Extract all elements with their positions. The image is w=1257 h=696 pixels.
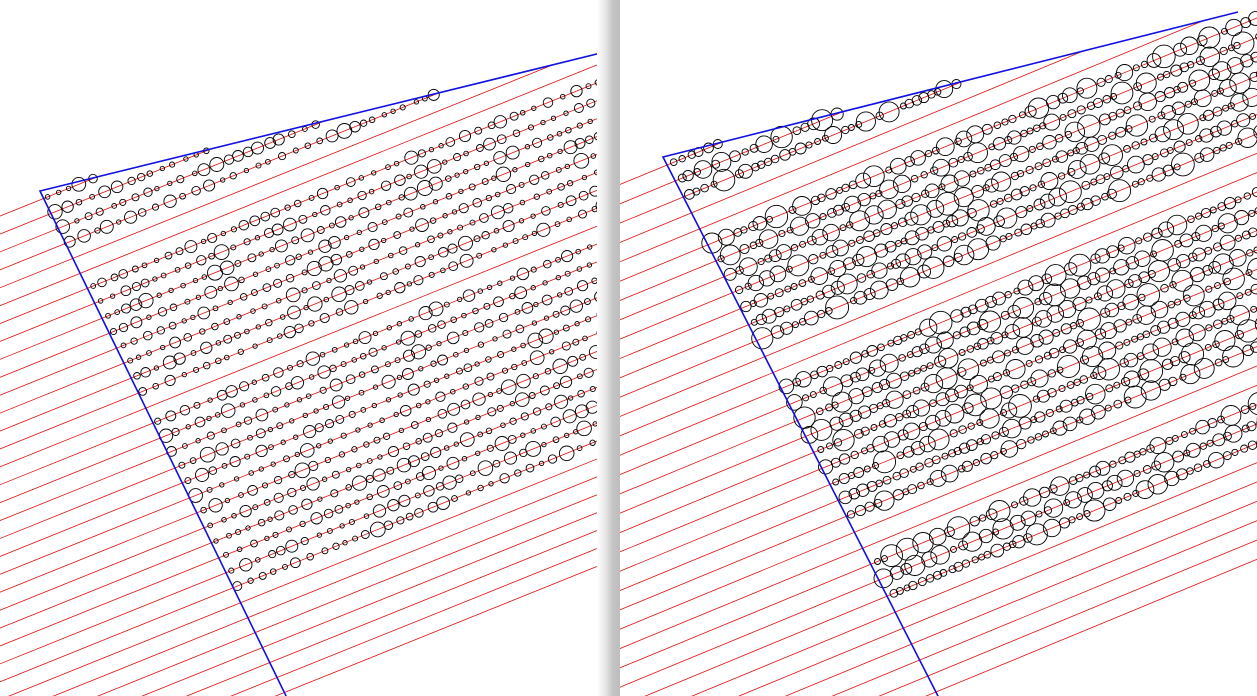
stripe-line — [620, 0, 1257, 696]
stripe-line — [620, 0, 1257, 696]
stripe-line — [658, 0, 1257, 696]
diagram-panel-right — [620, 0, 1257, 696]
stripe-line — [620, 0, 1257, 696]
stripe-lines — [620, 0, 1257, 696]
stripe-line — [620, 0, 1257, 696]
stripe-line — [620, 0, 1257, 696]
stripe-line — [620, 0, 1257, 696]
diagram-panel-left — [0, 0, 597, 696]
circle-marker — [590, 186, 597, 196]
triangle-diagram-right — [620, 0, 1257, 696]
stripe-line — [620, 0, 1257, 696]
stripe-lines — [0, 0, 597, 696]
stripe-line — [620, 0, 1257, 696]
stripe-line — [19, 0, 597, 696]
stripe-line — [620, 0, 1257, 696]
stripe-line — [0, 9, 597, 696]
stripe-line — [0, 93, 439, 696]
stripe-line — [620, 0, 1257, 696]
triangle-diagram-left — [0, 0, 597, 696]
stripe-line — [752, 0, 1257, 696]
stripe-line — [620, 0, 1257, 696]
stripe-line — [620, 0, 1257, 696]
stripe-line — [620, 0, 1257, 696]
stripe-line — [0, 0, 597, 696]
circle-markers — [670, 0, 1257, 597]
stripe-line — [620, 0, 1257, 696]
stripe-line — [620, 0, 1257, 696]
stripe-line — [620, 112, 843, 696]
stripe-line — [620, 0, 1257, 696]
stripe-line — [0, 149, 211, 696]
stripe-line — [620, 0, 1257, 696]
stripe-line — [620, 0, 1257, 696]
stripe-line — [620, 0, 1257, 696]
stripe-line — [620, 0, 1257, 696]
stripe-line — [620, 0, 1257, 696]
circle-marker — [1243, 88, 1257, 106]
stripe-line — [0, 65, 553, 696]
panel-gutter — [597, 0, 620, 696]
stripe-line — [620, 0, 1257, 696]
circle-marker — [1248, 258, 1257, 279]
stripe-line — [620, 0, 1257, 696]
